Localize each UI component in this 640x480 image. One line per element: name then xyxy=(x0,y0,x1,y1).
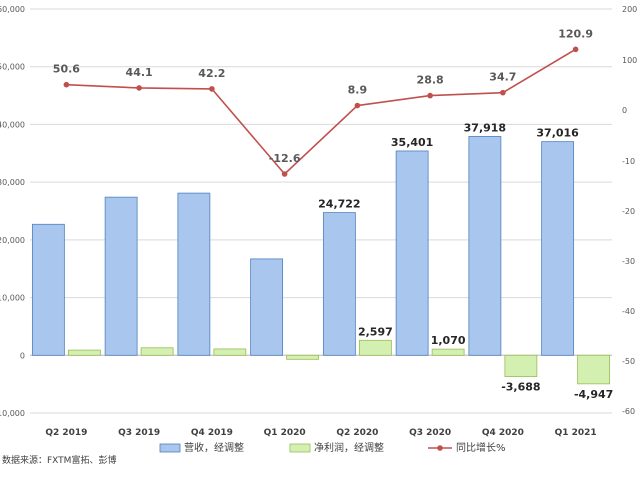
x-tick-label: Q1 2021 xyxy=(555,428,597,438)
revenue-data-label: 35,401 xyxy=(391,136,433,149)
growth-data-label: 120.9 xyxy=(558,27,593,40)
legend: 营收，经调整 净利润，经调整 同比增长% xyxy=(159,441,506,454)
y2-tick-label: -30 xyxy=(622,257,635,266)
growth-data-label: -12.6 xyxy=(269,152,301,165)
category-axis: Q2 2019 Q3 2019 Q4 2019 Q1 2020 Q2 2020 Q3 20… xyxy=(45,428,596,438)
growth-point xyxy=(354,102,361,109)
x-tick-label: Q4 2020 xyxy=(482,428,524,438)
y-tick-label: 30,000 xyxy=(0,178,25,187)
y-tick-label: 50,000 xyxy=(0,63,25,72)
net-profit-bar xyxy=(431,348,465,356)
net-profit-data-label: -3,688 xyxy=(501,381,540,394)
growth-data-label: 34.7 xyxy=(489,71,516,84)
growth-point xyxy=(500,89,506,96)
net-profit-data-label: -4,947 xyxy=(574,388,613,401)
growth-data-label: 8.9 xyxy=(348,84,368,97)
x-tick-label: Q3 2019 xyxy=(118,428,160,438)
revenue-data-label: 37,918 xyxy=(464,121,506,134)
y2-tick-label: 0 xyxy=(622,106,627,115)
legend-swatch-revenue xyxy=(159,443,181,453)
growth-point xyxy=(427,92,433,99)
x-tick-label: Q2 2019 xyxy=(45,428,87,438)
x-tick-label: Q3 2020 xyxy=(409,428,451,438)
revenue-bar xyxy=(541,141,575,356)
y2-tick-label: 100 xyxy=(622,56,637,65)
right-axis: -60 -50 -40 -30 -20 -10 0 100 200 xyxy=(622,5,637,416)
bars: 24,722 2,597 35,401 1,070 37,918 -3,688 37,016… xyxy=(31,121,613,401)
y-tick-label: 0 xyxy=(20,351,25,360)
legend-swatch-net-profit xyxy=(289,443,311,453)
y-tick-label: 20,000 xyxy=(0,236,25,245)
y-tick-label: -10,000 xyxy=(0,409,25,418)
growth-data-label: 42.2 xyxy=(198,67,225,80)
x-tick-label: Q2 2020 xyxy=(336,428,378,438)
legend-label-net-profit: 净利润，经调整 xyxy=(314,441,384,454)
y2-tick-label: -10 xyxy=(622,157,635,166)
revenue-bar xyxy=(104,196,138,356)
growth-point xyxy=(63,81,70,88)
growth-data-label: 44.1 xyxy=(126,66,153,79)
net-profit-bar xyxy=(504,354,538,377)
growth-data-label: 28.8 xyxy=(417,74,444,87)
legend-label-growth: 同比增长% xyxy=(456,441,506,454)
growth-point xyxy=(572,46,579,53)
x-tick-label: Q4 2019 xyxy=(191,428,233,438)
net-profit-data-label: 1,070 xyxy=(431,334,466,347)
net-profit-bar xyxy=(67,349,101,356)
net-profit-data-label: 2,597 xyxy=(358,325,393,338)
legend-marker-growth xyxy=(437,445,443,451)
y2-tick-label: 200 xyxy=(622,5,637,14)
y2-tick-label: -60 xyxy=(622,407,635,416)
revenue-bar xyxy=(468,136,502,356)
y2-tick-label: -50 xyxy=(622,357,635,366)
growth-point xyxy=(136,85,142,91)
revenue-bar xyxy=(250,258,284,356)
y2-tick-label: -40 xyxy=(622,307,635,316)
revenue-bar xyxy=(322,212,356,356)
x-tick-label: Q1 2020 xyxy=(264,428,306,438)
growth-point xyxy=(209,86,215,92)
revenue-bar xyxy=(395,150,429,356)
legend-label-revenue: 营收，经调整 xyxy=(184,441,244,454)
source-note: 数据来源：FXTM富拓、彭博 xyxy=(2,454,116,466)
y-tick-label: 40,000 xyxy=(0,120,25,129)
left-axis: -10,000 0 10,000 20,000 30,000 40,000 50,000 60… xyxy=(0,5,25,418)
growth-line: 50.6 44.1 42.2 -12.6 8.9 28.8 34.7 120.9 xyxy=(53,27,593,177)
y2-tick-label: -20 xyxy=(622,207,635,216)
y-tick-label: 10,000 xyxy=(0,294,25,303)
growth-point xyxy=(281,171,288,177)
revenue-data-label: 37,016 xyxy=(536,127,579,140)
revenue-bar xyxy=(31,223,65,356)
net-profit-bar xyxy=(140,347,174,356)
growth-series-line xyxy=(66,48,577,176)
net-profit-bar xyxy=(213,348,247,356)
net-profit-bar xyxy=(358,339,392,356)
revenue-data-label: 24,722 xyxy=(318,198,360,211)
net-profit-bar xyxy=(577,354,611,385)
growth-data-label: 50.6 xyxy=(53,63,80,76)
y-tick-label: 60,000 xyxy=(0,5,25,14)
net-profit-bar xyxy=(286,354,320,360)
revenue-bar xyxy=(177,192,211,356)
